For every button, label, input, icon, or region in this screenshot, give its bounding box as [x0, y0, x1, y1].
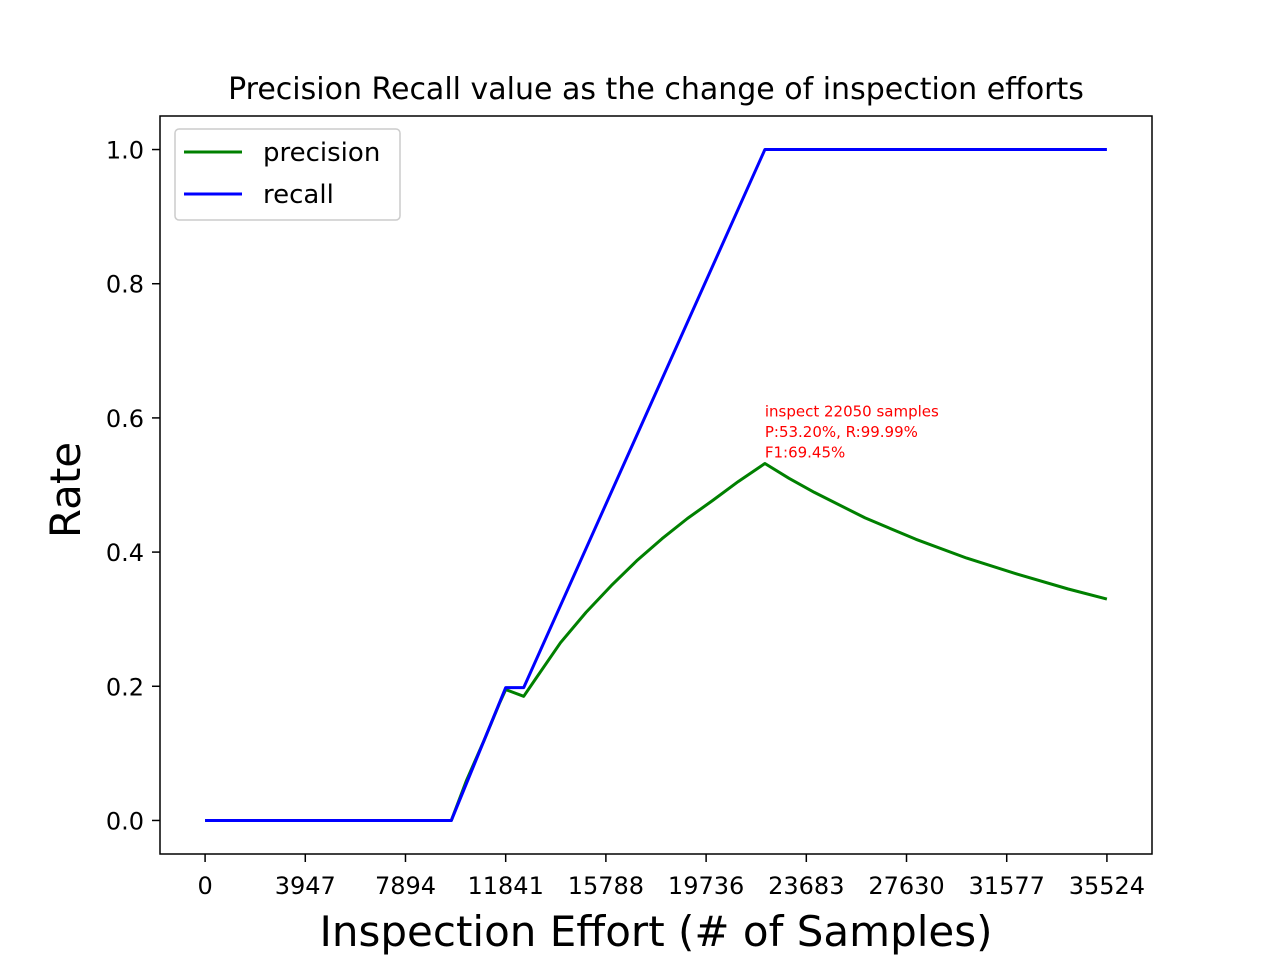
x-tick-label: 35524	[1069, 872, 1145, 900]
y-tick-label: 0.6	[106, 405, 144, 433]
x-tick-label: 7894	[375, 872, 436, 900]
chart-title: Precision Recall value as the change of …	[228, 72, 1084, 107]
x-tick-label: 27630	[868, 872, 944, 900]
x-axis-label: Inspection Effort (# of Samples)	[319, 907, 992, 956]
x-axis-ticks: 0 3947 7894 11841 15788 19736 23683 27630 31577 3…	[197, 854, 1145, 900]
annotation-line-1: inspect 22050 samples	[765, 403, 939, 421]
x-tick-label: 0	[197, 872, 212, 900]
y-tick-label: 1.0	[106, 137, 144, 165]
x-tick-label: 11841	[468, 872, 544, 900]
y-tick-label: 0.2	[106, 673, 144, 701]
y-tick-label: 0.8	[106, 271, 144, 299]
y-axis-ticks: 0.0 0.2 0.4 0.6 0.8 1.0	[106, 137, 160, 835]
x-tick-label: 31577	[969, 872, 1045, 900]
series-line-recall	[205, 148, 1107, 822]
y-tick-label: 0.0	[106, 807, 144, 835]
plot-lines	[205, 148, 1108, 822]
legend-label-precision: precision	[263, 138, 380, 168]
legend-label-recall: recall	[263, 180, 334, 210]
y-axis-label: Rate	[41, 442, 90, 538]
series-line-precision	[205, 462, 1108, 822]
x-tick-label: 23683	[768, 872, 844, 900]
annotation: inspect 22050 samples P:53.20%, R:99.99% F…	[765, 403, 939, 462]
x-tick-label: 19736	[668, 872, 744, 900]
plot-frame	[159, 115, 1153, 855]
y-tick-label: 0.4	[106, 539, 144, 567]
x-tick-label: 3947	[275, 872, 336, 900]
legend: precision recall	[174, 128, 401, 221]
annotation-line-3: F1:69.45%	[765, 444, 845, 462]
annotation-line-2: P:53.20%, R:99.99%	[765, 423, 918, 441]
x-tick-label: 15788	[568, 872, 644, 900]
